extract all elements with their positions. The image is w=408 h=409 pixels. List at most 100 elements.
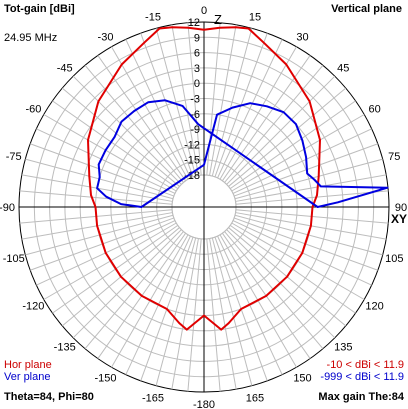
data-point-ver-plane	[249, 102, 252, 105]
grid-spoke	[72, 75, 182, 185]
data-point-hor-plane	[166, 308, 168, 310]
angle-label: -105	[3, 253, 25, 265]
radial-label: 6	[194, 48, 200, 60]
grid-spoke	[235, 190, 389, 205]
data-point-ver-plane	[133, 110, 136, 112]
angle-label: -135	[54, 341, 76, 353]
angle-label: 0	[201, 5, 207, 17]
data-point-ver-plane	[105, 195, 108, 198]
angle-label: -165	[142, 392, 164, 404]
radial-label: -15	[184, 155, 200, 167]
grid-spoke	[232, 128, 372, 194]
data-point-ver-plane	[164, 99, 166, 102]
data-point-hor-plane	[240, 308, 242, 310]
data-point-hor-plane	[96, 225, 98, 227]
max-gain-label: Max gain The:84	[318, 391, 404, 403]
radial-label: -18	[184, 170, 200, 182]
data-point-ver-plane	[320, 185, 322, 188]
grid-spoke	[224, 64, 324, 183]
data-point-hor-plane	[218, 26, 221, 29]
grid-spoke	[155, 28, 197, 177]
grid-spoke	[235, 174, 387, 202]
grid-spoke	[226, 75, 336, 185]
grid-spoke	[209, 238, 237, 390]
data-point-hor-plane	[94, 206, 97, 208]
data-point-ver-plane	[197, 123, 200, 126]
radial-label: 3	[194, 63, 200, 75]
data-point-ver-plane	[96, 187, 98, 189]
grid-spoke	[206, 238, 221, 392]
grid-spoke	[52, 100, 179, 190]
radial-label: -9	[190, 124, 200, 136]
data-point-ver-plane	[140, 206, 143, 208]
angle-label: -150	[94, 373, 116, 385]
angle-label: -15	[145, 12, 161, 24]
grid-spoke	[211, 237, 253, 386]
radial-label: -6	[190, 109, 200, 121]
grid-spoke	[217, 39, 283, 179]
angle-label: -75	[6, 151, 22, 163]
angle-label: 15	[249, 12, 261, 24]
data-point-hor-plane	[90, 194, 92, 196]
horizon-label: XY	[391, 212, 407, 226]
data-point-hor-plane	[220, 328, 223, 331]
radial-label: -12	[184, 139, 200, 151]
angle-label: -180	[193, 399, 215, 409]
data-point-hor-plane	[203, 28, 205, 31]
grid-spoke	[228, 87, 347, 187]
grid-spoke	[19, 190, 173, 205]
data-point-hor-plane	[317, 175, 320, 178]
data-point-ver-plane	[231, 106, 234, 109]
data-point-ver-plane	[266, 105, 268, 108]
angle-label: 135	[334, 341, 352, 353]
data-point-hor-plane	[285, 63, 288, 66]
angle-label: 105	[385, 253, 403, 265]
angle-label: 75	[388, 151, 400, 163]
angle-label: 165	[246, 392, 264, 404]
data-point-ver-plane	[216, 113, 218, 116]
data-point-hor-plane	[301, 252, 304, 254]
angle-label: -90	[0, 202, 15, 214]
grid-spoke	[219, 46, 297, 180]
grid-spoke	[171, 238, 199, 390]
data-point-ver-plane	[305, 156, 307, 159]
data-point-hor-plane	[97, 100, 100, 103]
data-point-hor-plane	[319, 139, 321, 141]
grid-spoke	[84, 64, 184, 183]
data-point-hor-plane	[227, 322, 230, 324]
grid-spoke	[221, 55, 311, 182]
grid-spoke	[111, 46, 189, 180]
data-point-ver-plane	[104, 149, 107, 151]
data-point-hor-plane	[171, 26, 174, 29]
zenith-label: Z	[214, 12, 222, 27]
data-point-ver-plane	[386, 186, 389, 189]
data-point-ver-plane	[147, 101, 150, 103]
radial-label: 0	[194, 78, 200, 90]
chart-title: Tot-gain [dBi]	[4, 3, 75, 15]
angle-label: 30	[296, 31, 308, 43]
grid-spoke	[36, 128, 176, 194]
angle-label: 90	[395, 202, 407, 214]
data-point-ver-plane	[306, 172, 308, 175]
grid-spoke	[187, 22, 202, 176]
data-point-hor-plane	[120, 275, 122, 278]
angle-label: -120	[22, 301, 44, 313]
data-point-hor-plane	[316, 194, 318, 196]
radial-label: 9	[194, 32, 200, 44]
plane-label: Vertical plane	[331, 3, 402, 15]
angle-label: -45	[57, 63, 73, 75]
grid-spoke	[29, 143, 175, 197]
data-point-hor-plane	[247, 27, 250, 30]
data-point-hor-plane	[265, 295, 268, 297]
frequency-label: 24.95 MHz	[4, 32, 58, 44]
data-point-hor-plane	[203, 314, 205, 317]
data-point-hor-plane	[311, 206, 314, 208]
grid-spoke	[234, 158, 383, 200]
radial-label: -3	[190, 94, 200, 106]
data-point-ver-plane	[295, 123, 297, 125]
data-point-hor-plane	[262, 41, 265, 44]
data-point-ver-plane	[120, 120, 123, 123]
data-point-hor-plane	[104, 252, 107, 254]
theta-phi-label: Theta=84, Phi=80	[4, 391, 94, 403]
data-point-hor-plane	[178, 322, 181, 324]
